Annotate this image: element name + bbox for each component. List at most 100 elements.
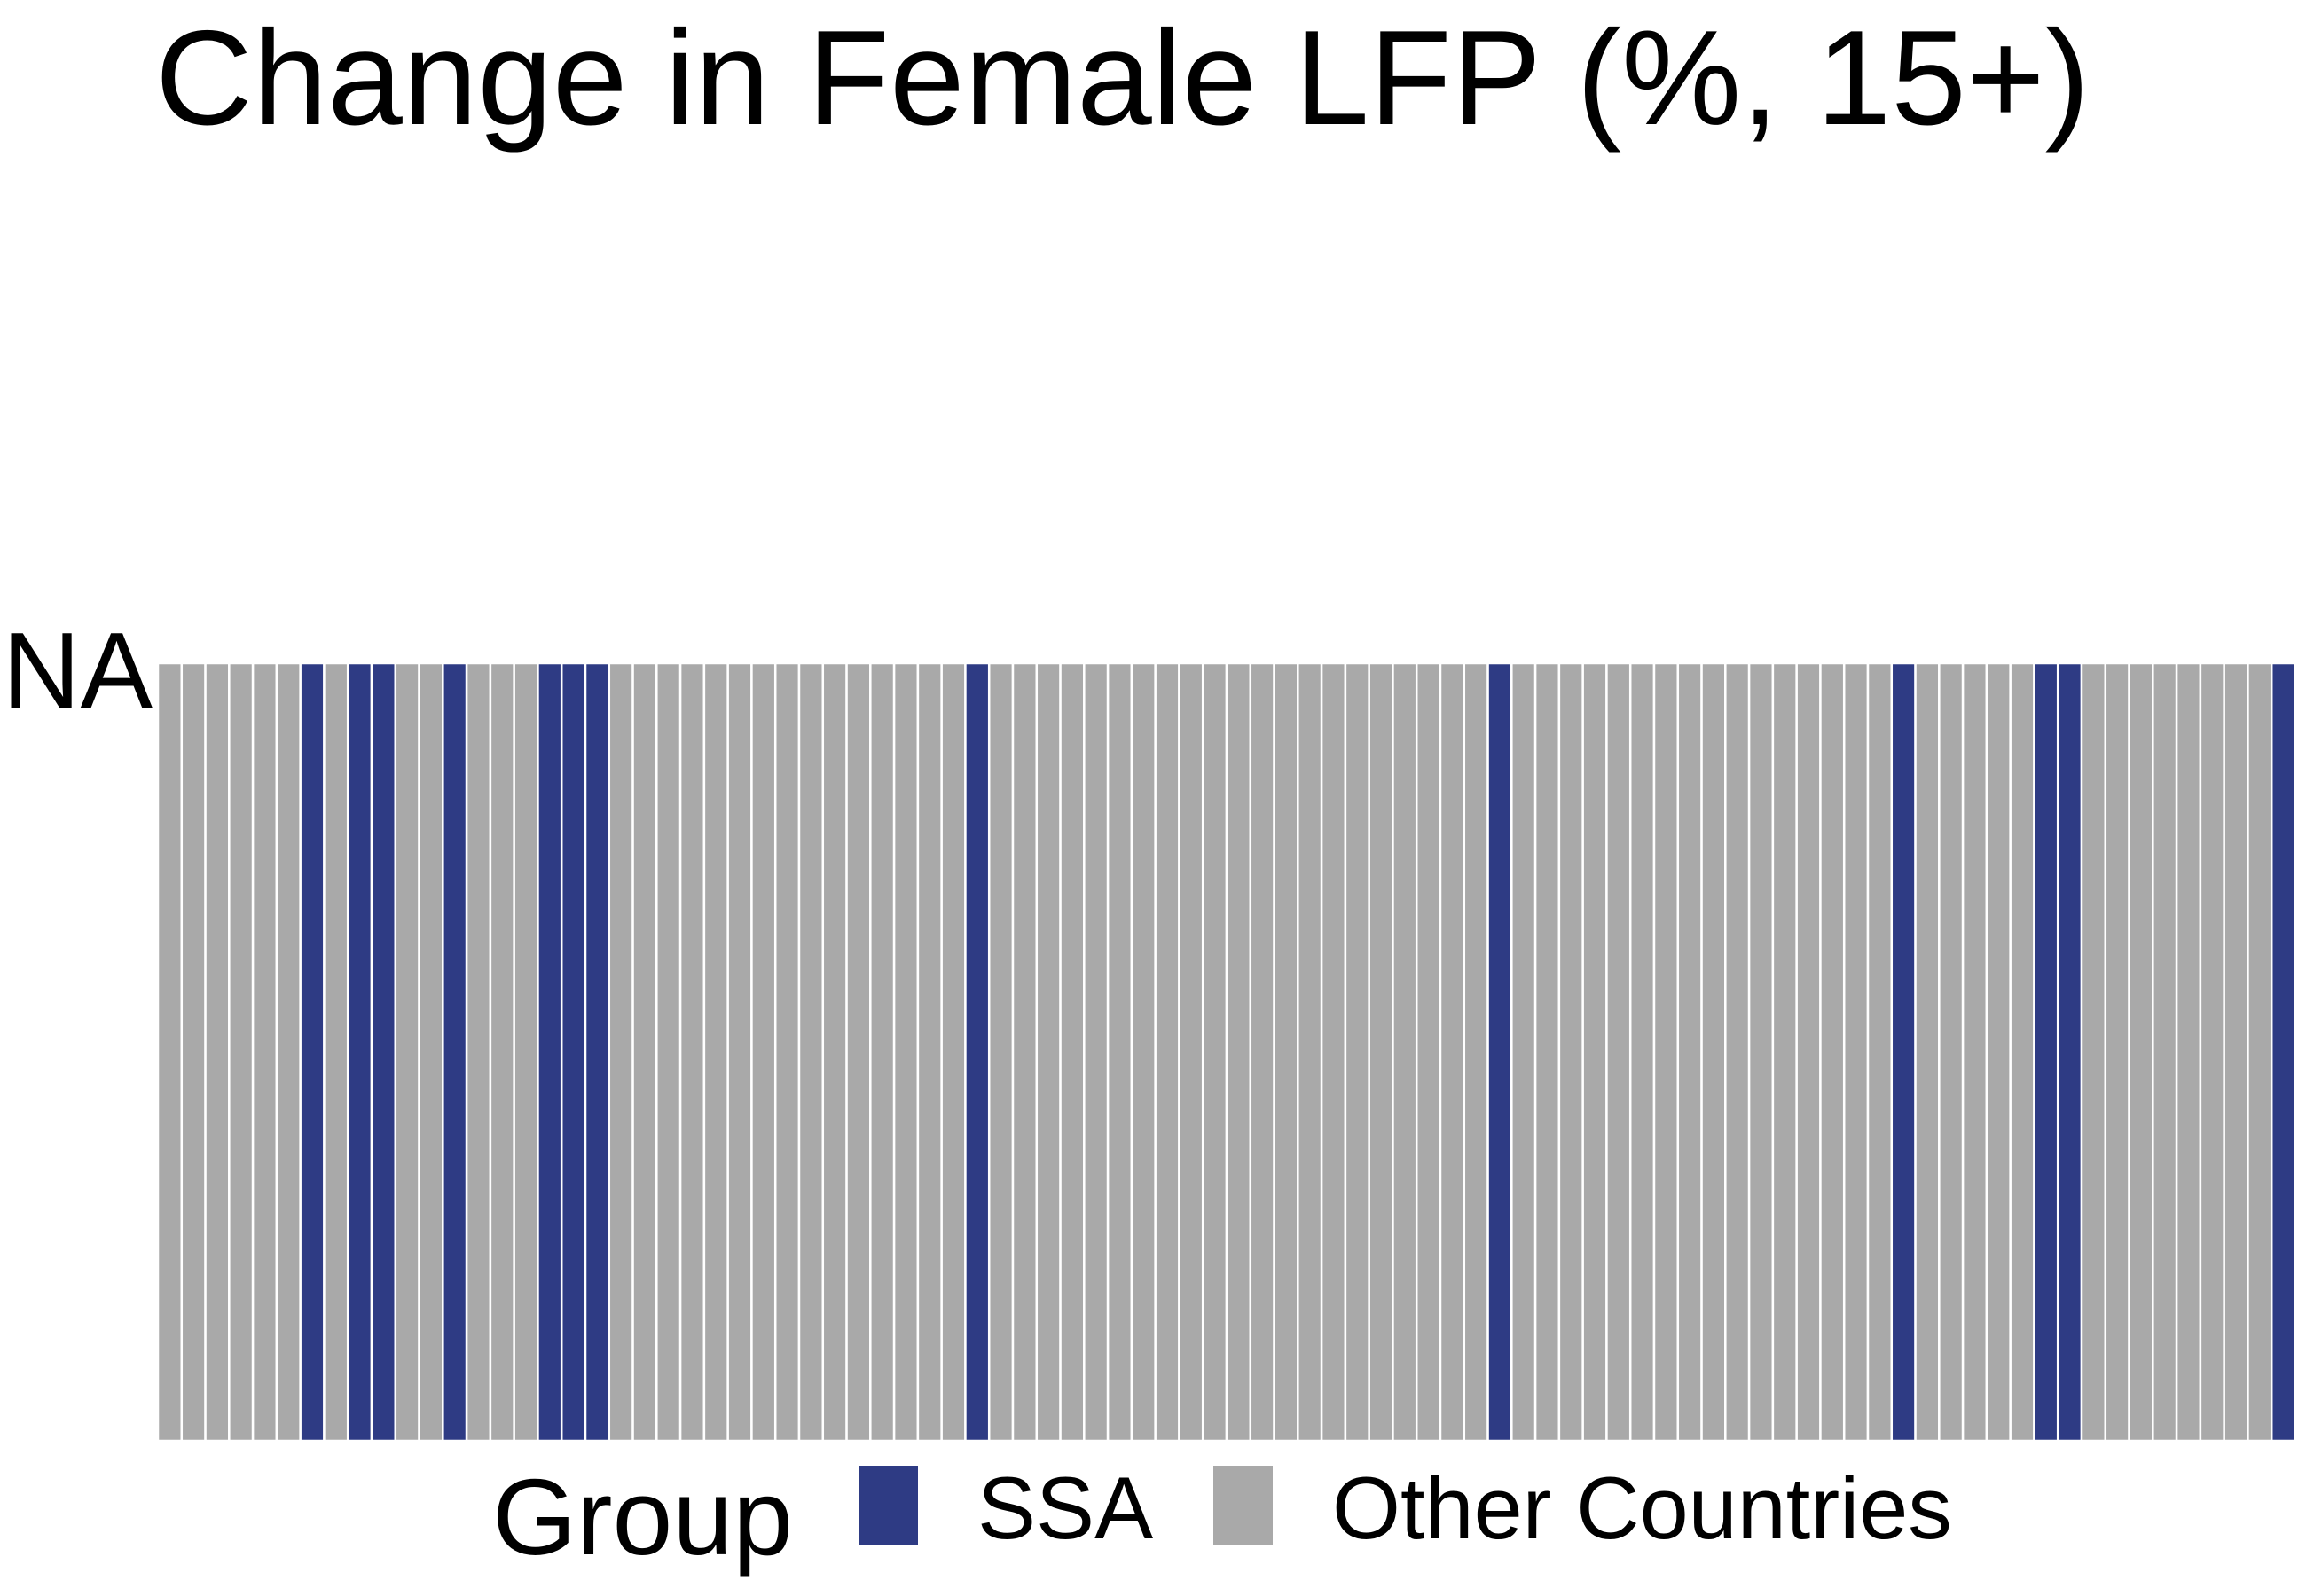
bar-segment-other-countries [323,661,349,1443]
bar-segment-ssa [2270,661,2297,1443]
bar-segment-other-countries [1463,661,1489,1443]
bar-segment-other-countries [2128,661,2154,1443]
bar-segment-other-countries [1059,661,1086,1443]
bar-segment-other-countries [678,661,706,1443]
bar-segment-other-countries [1344,661,1370,1443]
bar-segment-other-countries [940,661,967,1443]
bar-segment-other-countries [418,661,444,1443]
bar-segment-other-countries [394,661,420,1443]
bar-segment-other-countries [1201,661,1228,1443]
bar-segment-other-countries [702,661,729,1443]
bar-segment-other-countries [204,661,231,1443]
bar-segment-other-countries [228,661,255,1443]
bar-segment-other-countries [1724,661,1751,1443]
bar-segment-other-countries [2104,661,2130,1443]
bar-segment-other-countries [608,661,634,1443]
bar-segment-other-countries [1914,661,1941,1443]
bar-segment-ssa [2033,661,2059,1443]
bar-segment-ssa [964,661,991,1443]
bar-segment-other-countries [1106,661,1133,1443]
bar-segment-other-countries [1297,661,1323,1443]
bar-segment-other-countries [489,661,515,1443]
bar-segment-other-countries [1938,661,1965,1443]
bar-segment-other-countries [1652,661,1680,1443]
legend-label-ssa: SSA [977,1459,1153,1557]
bar-strip [156,661,2297,1443]
bar-segment-other-countries [2009,661,2035,1443]
bar-segment-ssa [2056,661,2083,1443]
bar-segment-other-countries [1771,661,1798,1443]
legend-swatch-other-countries [1213,1466,1273,1545]
bar-segment-ssa [584,661,611,1443]
bar-segment-other-countries [797,661,825,1443]
bar-segment-other-countries [1842,661,1870,1443]
legend-label-other-countries: Other Countries [1332,1459,1952,1557]
bar-segment-other-countries [750,661,777,1443]
bar-segment-other-countries [180,661,207,1443]
bar-segment-other-countries [465,661,492,1443]
bar-segment-other-countries [513,661,539,1443]
bar-segment-other-countries [2175,661,2202,1443]
bar-segment-other-countries [845,661,872,1443]
bar-segment-ssa [560,661,587,1443]
bar-segment-other-countries [1415,661,1442,1443]
legend-swatch-ssa [859,1466,918,1545]
bar-segment-other-countries [726,661,753,1443]
bar-segment-other-countries [1866,661,1894,1443]
bar-segment-other-countries [2152,661,2178,1443]
bar-segment-other-countries [892,661,920,1443]
bar-segment-other-countries [631,661,658,1443]
bar-segment-other-countries [821,661,848,1443]
bar-segment-other-countries [1178,661,1204,1443]
bar-segment-other-countries [1225,661,1252,1443]
bar-segment-other-countries [655,661,682,1443]
bar-segment-other-countries [1392,661,1418,1443]
legend-title: Group [492,1457,793,1577]
bar-segment-other-countries [2080,661,2107,1443]
bar-segment-other-countries [1368,661,1394,1443]
bar-segment-other-countries [773,661,801,1443]
bar-segment-other-countries [1961,661,1988,1443]
bar-segment-other-countries [1533,661,1561,1443]
bar-segment-ssa [299,661,326,1443]
bar-segment-ssa [1486,661,1513,1443]
bar-segment-other-countries [987,661,1015,1443]
bar-segment-ssa [346,661,373,1443]
bar-segment-other-countries [1011,661,1039,1443]
bar-segment-other-countries [275,661,302,1443]
bar-segment-other-countries [1083,661,1110,1443]
chart-title: Change in Female LFP (%, 15+) [155,3,2090,153]
bar-segment-other-countries [1795,661,1822,1443]
bar-segment-other-countries [1154,661,1180,1443]
bar-segment-other-countries [1985,661,2012,1443]
bar-segment-other-countries [1510,661,1537,1443]
bar-segment-other-countries [1320,661,1347,1443]
bar-segment-other-countries [1439,661,1466,1443]
bar-segment-other-countries [916,661,943,1443]
bar-segment-other-countries [251,661,278,1443]
bar-segment-other-countries [1581,661,1608,1443]
bar-segment-other-countries [1273,661,1299,1443]
bar-segment-other-countries [2247,661,2273,1443]
bar-segment-other-countries [1557,661,1584,1443]
bar-segment-other-countries [1819,661,1846,1443]
bar-segment-ssa [1890,661,1917,1443]
bar-segment-other-countries [1676,661,1703,1443]
bar-segment-other-countries [1628,661,1656,1443]
bar-segment-other-countries [1035,661,1062,1443]
bar-segment-other-countries [1747,661,1775,1443]
legend: Group SSA Other Countries [492,1457,1952,1577]
bar-segment-other-countries [1249,661,1275,1443]
bar-segment-other-countries [869,661,896,1443]
bar-segment-ssa [370,661,397,1443]
bar-segment-other-countries [1605,661,1632,1443]
bar-segment-ssa [537,661,563,1443]
bar-segment-other-countries [1700,661,1727,1443]
y-tick-label: NA [3,610,153,731]
bar-segment-other-countries [156,661,184,1443]
bar-segment-ssa [442,661,468,1443]
bar-segment-other-countries [2223,661,2249,1443]
bar-segment-other-countries [1130,661,1157,1443]
bar-segment-other-countries [2199,661,2225,1443]
